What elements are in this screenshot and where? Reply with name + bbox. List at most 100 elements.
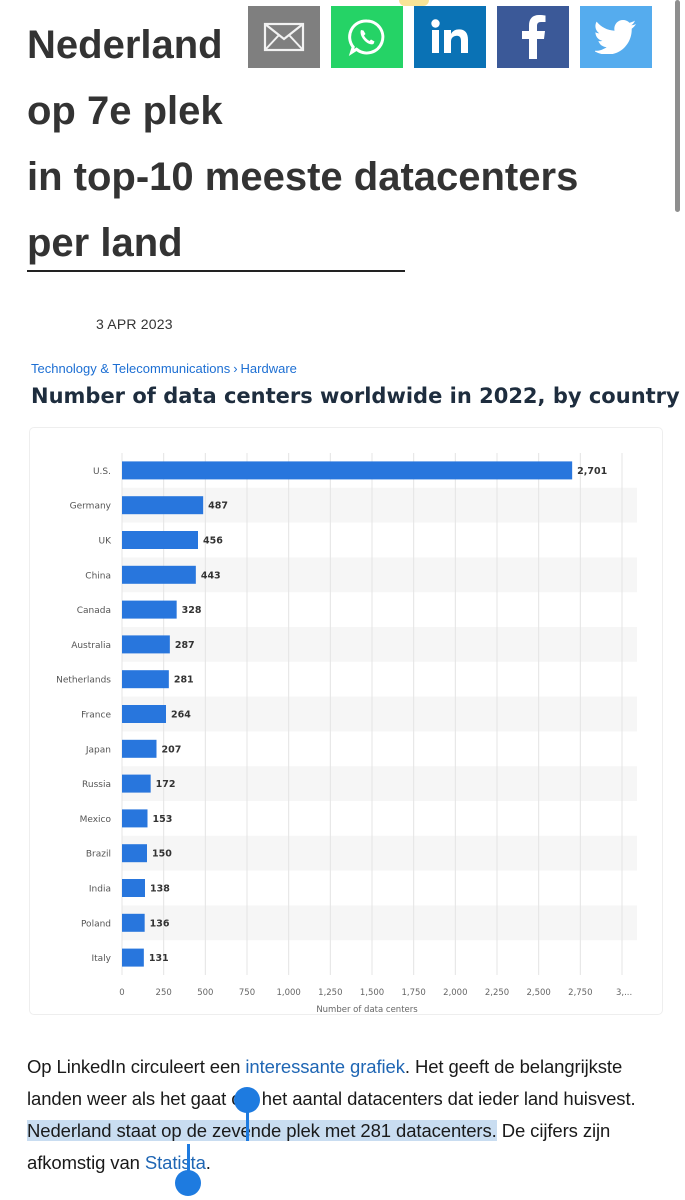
article-paragraph: Op LinkedIn circuleert een interessante … [27, 1051, 667, 1179]
headline-line-1: Nederland [27, 23, 223, 67]
category-label: UK [99, 537, 113, 547]
article-text-3: De cijfers zijn afkomstig van [27, 1120, 611, 1173]
category-label: Russia [82, 780, 111, 790]
category-label: Brazil [86, 850, 111, 860]
share-facebook-button[interactable] [497, 6, 569, 68]
data-label: 287 [175, 640, 195, 651]
article-text-2: . Het geeft de belangrijkste landen weer… [27, 1056, 636, 1109]
bar-chart: U.S. 2,701 Germany 487 UK 456 China 443 Canada 32… [56, 453, 637, 1014]
page-scrollbar[interactable] [675, 0, 680, 212]
headline-line-3: in top-10 meeste datacenters [27, 155, 579, 199]
bar [122, 461, 573, 480]
selection-end-handle-bar [187, 1144, 190, 1180]
tick-label: 2,250 [485, 988, 509, 998]
category-label: U.S. [93, 467, 111, 477]
category-label: Poland [81, 919, 111, 929]
category-label: Germany [70, 502, 112, 512]
bar [122, 705, 166, 723]
bar [122, 913, 145, 932]
data-label: 281 [174, 675, 194, 686]
tick-label: 2,750 [568, 988, 592, 998]
share-email-button[interactable] [248, 6, 320, 68]
selected-text[interactable]: Nederland staat op de zevende plek met 2… [27, 1120, 497, 1141]
chart-breadcrumb: Technology & Telecommunications › Hardware [31, 361, 297, 376]
category-label: India [89, 885, 111, 895]
data-label: 153 [153, 814, 173, 825]
data-label: 150 [152, 849, 172, 860]
category-label: Japan [85, 745, 111, 755]
row-band [122, 835, 637, 871]
data-label: 172 [156, 779, 176, 790]
bar [122, 774, 151, 793]
bar [122, 809, 148, 828]
breadcrumb-subcategory: Hardware [240, 361, 297, 376]
twitter-bird-icon [595, 20, 636, 54]
row-band [122, 905, 637, 941]
selection-start-handle-bar [246, 1101, 249, 1141]
headline-divider [27, 270, 405, 272]
data-label: 487 [208, 501, 228, 512]
article-text-1: Op LinkedIn circuleert een [27, 1056, 246, 1077]
bar [122, 670, 169, 689]
data-label: 456 [203, 536, 223, 547]
facebook-icon [522, 15, 546, 59]
data-label: 443 [201, 570, 221, 581]
row-band [122, 627, 637, 662]
tick-label: 250 [156, 988, 172, 998]
share-whatsapp-button[interactable] [331, 6, 403, 68]
data-label: 328 [182, 605, 202, 616]
breadcrumb-category: Technology & Telecommunications [31, 361, 231, 376]
tick-label: 1,250 [318, 988, 342, 998]
bar [122, 531, 198, 549]
bar [122, 635, 170, 654]
headline-line-2: op 7e plek [27, 89, 223, 133]
share-linkedin-button[interactable] [414, 6, 486, 68]
whatsapp-icon [348, 19, 385, 57]
tick-label: 1,750 [401, 988, 425, 998]
category-label: Netherlands [56, 676, 111, 686]
category-label: Mexico [80, 815, 112, 825]
row-band [122, 487, 637, 523]
bar [122, 600, 177, 619]
decorative-highlight [399, 0, 429, 6]
x-axis-label: Number of data centers [316, 1005, 418, 1014]
envelope-icon [263, 22, 305, 52]
article-headline: Nederland op 7e plek in top-10 meeste da… [27, 12, 667, 276]
selection-end-handle[interactable] [175, 1170, 201, 1196]
row-band [122, 766, 637, 801]
link-statista[interactable]: Statista [144, 1152, 206, 1173]
category-label: Canada [77, 606, 111, 616]
tick-label: 2,000 [443, 988, 467, 998]
data-label: 264 [171, 710, 191, 721]
linkedin-icon [431, 19, 468, 53]
bar [122, 948, 144, 967]
share-bar [248, 6, 652, 68]
category-label: Italy [91, 954, 111, 964]
data-label: 207 [162, 744, 182, 755]
tick-label: 1,000 [276, 988, 300, 998]
article-text-4: . [205, 1152, 211, 1173]
data-label: 131 [149, 953, 169, 964]
breadcrumb-separator: › [233, 361, 238, 376]
tick-label: 3,... [616, 988, 632, 998]
chart-panel: U.S. 2,701 Germany 487 UK 456 China 443 Canada 32… [30, 428, 662, 1014]
data-label: 136 [150, 918, 170, 929]
tick-label: 1,500 [360, 988, 384, 998]
share-twitter-button[interactable] [580, 6, 652, 68]
data-label: 138 [150, 884, 170, 895]
category-label: China [85, 571, 111, 581]
tick-label: 2,500 [526, 988, 550, 998]
link-interessante-grafiek[interactable]: interessante grafiek [245, 1056, 405, 1077]
bar [122, 739, 157, 758]
category-label: France [81, 711, 111, 721]
bar [122, 879, 145, 897]
selection-start-handle[interactable] [234, 1087, 260, 1113]
publish-date: 3 APR 2023 [96, 316, 173, 332]
tick-label: 750 [239, 988, 255, 998]
row-band [122, 557, 637, 593]
tick-label: 0 [119, 988, 124, 998]
chart-title: Number of data centers worldwide in 2022… [31, 384, 680, 408]
headline-line-4: per land [27, 221, 183, 265]
bar [122, 844, 147, 863]
tick-label: 500 [197, 988, 213, 998]
